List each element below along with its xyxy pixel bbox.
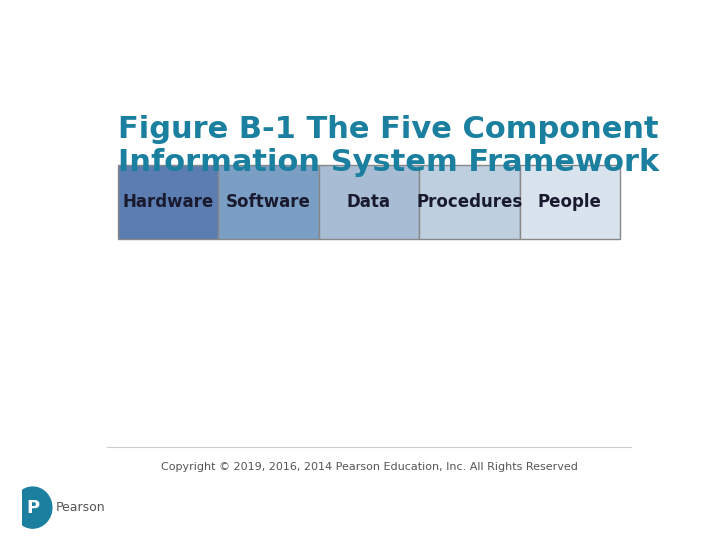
- Text: Hardware: Hardware: [122, 193, 214, 211]
- FancyBboxPatch shape: [520, 165, 620, 239]
- FancyBboxPatch shape: [419, 165, 520, 239]
- Text: Data: Data: [347, 193, 391, 211]
- Text: P: P: [26, 498, 40, 517]
- Text: Software: Software: [226, 193, 311, 211]
- Text: Pearson: Pearson: [56, 501, 106, 514]
- Circle shape: [14, 487, 52, 528]
- FancyBboxPatch shape: [218, 165, 319, 239]
- FancyBboxPatch shape: [319, 165, 419, 239]
- Text: Figure B-1 The Five Component
Information System Framework: Figure B-1 The Five Component Informatio…: [118, 114, 659, 177]
- Text: Copyright © 2019, 2016, 2014 Pearson Education, Inc. All Rights Reserved: Copyright © 2019, 2016, 2014 Pearson Edu…: [161, 462, 577, 472]
- Text: People: People: [538, 193, 602, 211]
- Text: Procedures: Procedures: [416, 193, 523, 211]
- FancyBboxPatch shape: [118, 165, 218, 239]
